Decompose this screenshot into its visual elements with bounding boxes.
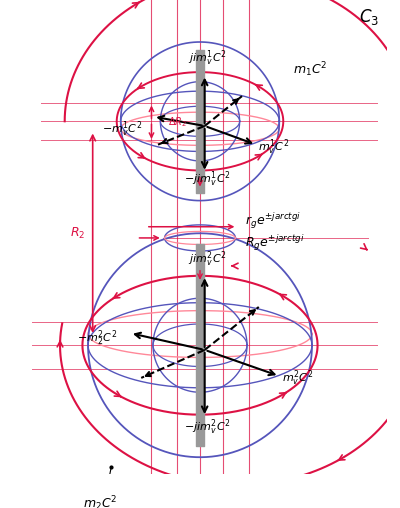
Text: $R_2$: $R_2$ [70, 226, 85, 241]
Text: $R_ge^{\pm jarctgi}$: $R_ge^{\pm jarctgi}$ [245, 233, 304, 252]
Text: $\Delta R_2$: $\Delta R_2$ [168, 115, 187, 129]
Text: $jim_v^1C^2$: $jim_v^1C^2$ [188, 48, 227, 68]
Text: $-m_2^2C^2$: $-m_2^2C^2$ [77, 328, 118, 347]
Text: $-jim_v^1C^2$: $-jim_v^1C^2$ [184, 169, 231, 189]
Text: $-jim_v^2C^2$: $-jim_v^2C^2$ [184, 418, 231, 437]
Text: $m_1C^2$: $m_1C^2$ [293, 60, 328, 79]
Text: $jim_v^2C^2$: $jim_v^2C^2$ [188, 249, 227, 269]
Text: $m_v^1C^2$: $m_v^1C^2$ [258, 138, 289, 157]
Text: $C_3$: $C_3$ [359, 7, 379, 27]
Text: $-m_v^1C^2$: $-m_v^1C^2$ [102, 119, 142, 139]
Text: $m_v^2C^2$: $m_v^2C^2$ [282, 368, 313, 388]
Text: $m_2C^2$: $m_2C^2$ [83, 494, 118, 508]
Text: $r_ge^{\pm jarctgi}$: $r_ge^{\pm jarctgi}$ [245, 211, 301, 231]
